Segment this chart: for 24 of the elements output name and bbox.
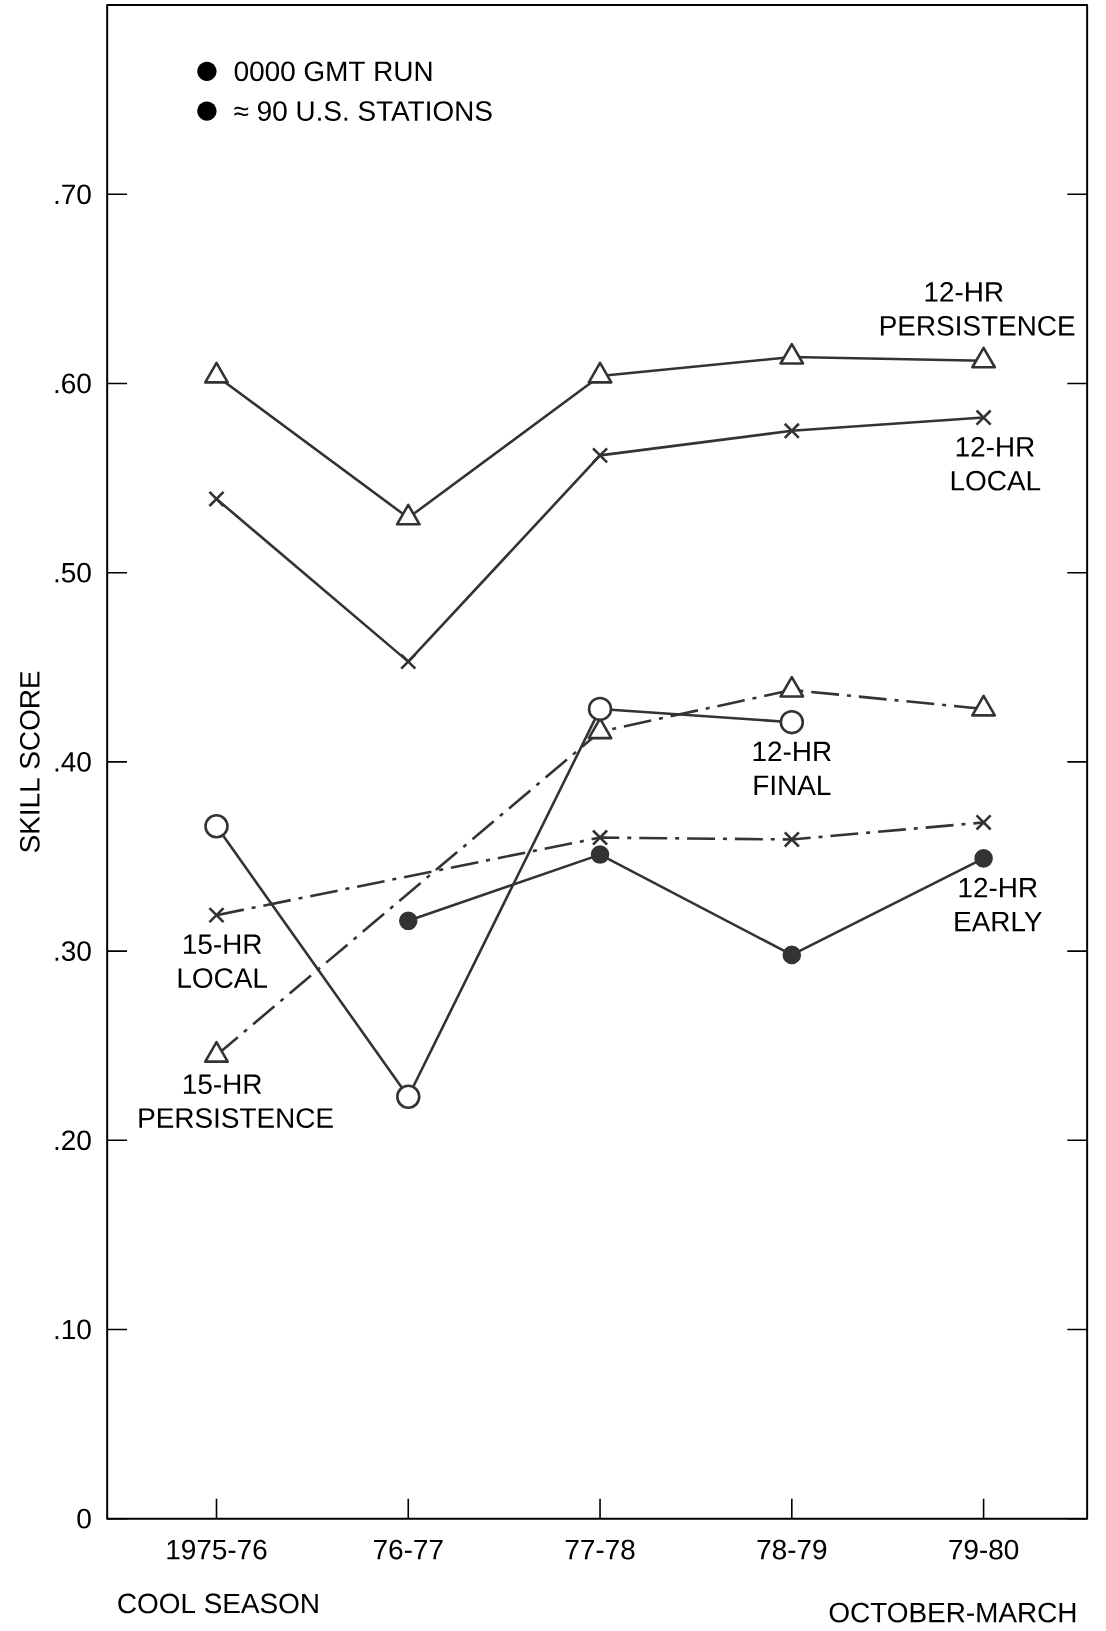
y-tick-label: .20: [55, 1130, 91, 1151]
y-tick-label: .40: [55, 752, 91, 772]
annotation: 0000 GMT RUN: [234, 61, 432, 82]
text: COOL SEASON: [118, 1593, 318, 1614]
x-tick-label: 78-79: [757, 1539, 827, 1560]
series-label: 12-HR FINAL: [753, 741, 831, 795]
annotation: ≈ 90 U.S. STATIONS: [234, 101, 492, 121]
y-tick-label: .30: [55, 941, 91, 961]
x-tick-label: 77-78: [565, 1539, 635, 1560]
series-label: 12-HR LOCAL: [951, 436, 1041, 491]
text: OCTOBER-MARCH: [829, 1602, 1076, 1623]
series-label: 12-HR PERSISTENCE: [881, 282, 1075, 336]
y-tick-label: .70: [55, 184, 91, 205]
y-tick-label: .50: [55, 562, 91, 583]
y-axis-title: SKILL SCORE: [19, 671, 40, 853]
y-tick-label: 0: [77, 1508, 91, 1529]
y-tick-label: .10: [55, 1319, 91, 1340]
x-tick-label: 76-77: [374, 1539, 443, 1560]
series-label: 15-HR LOCAL: [178, 934, 268, 988]
series-label: 12-HR EARLY: [955, 877, 1042, 932]
y-tick-label: .60: [55, 373, 91, 394]
x-tick-label: 1975-76: [167, 1539, 267, 1560]
x-tick-label: 79-80: [949, 1539, 1019, 1560]
series-label: 15-HR PERSISTENCE: [139, 1074, 333, 1128]
